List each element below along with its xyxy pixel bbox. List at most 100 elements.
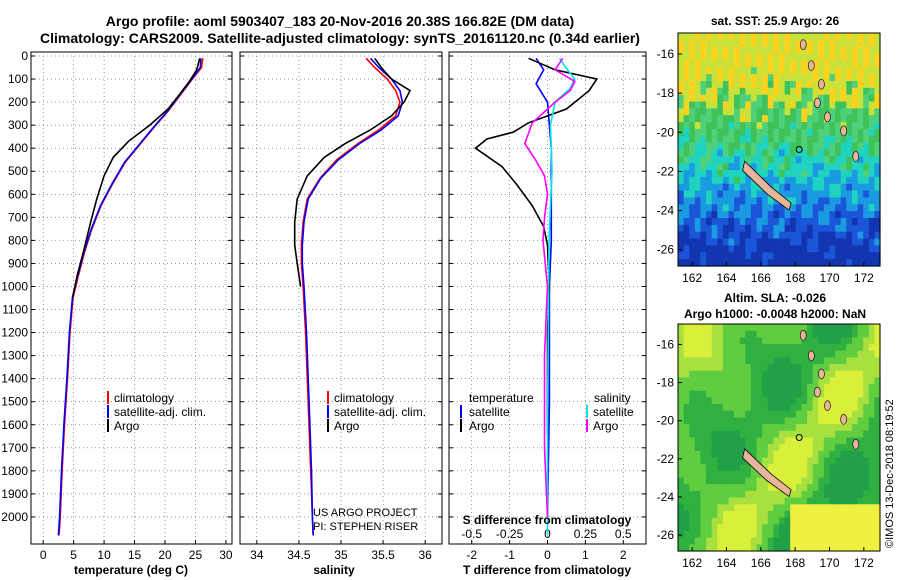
map-cell <box>779 149 786 157</box>
map-cell <box>863 490 870 499</box>
map-cell <box>689 176 696 185</box>
map-cell <box>728 224 735 233</box>
map-cell <box>835 364 842 372</box>
map-cell <box>706 101 713 109</box>
map-cell <box>840 176 847 185</box>
map-cell <box>790 364 797 372</box>
map-cell <box>739 149 746 157</box>
map-cell <box>694 197 701 205</box>
map-cell <box>745 108 752 116</box>
map-cell <box>767 149 774 157</box>
map-cell <box>678 170 685 178</box>
map-cell <box>840 60 847 68</box>
map-cell <box>857 324 864 332</box>
map-cell <box>840 364 847 372</box>
map-cell <box>840 115 847 123</box>
map-cell <box>745 524 752 532</box>
map-cell <box>790 39 797 48</box>
map-cell <box>835 457 842 465</box>
map-cell <box>795 344 802 352</box>
map-cell <box>840 39 847 48</box>
map-cell <box>689 490 696 499</box>
map-cell <box>818 404 825 412</box>
map-cell <box>678 176 685 185</box>
map-cell <box>706 384 713 392</box>
map-cell <box>750 39 758 48</box>
map-cell <box>700 211 707 219</box>
map-cell <box>823 101 831 109</box>
map-cell <box>678 524 685 532</box>
map-cell <box>795 74 802 82</box>
map-cell <box>795 324 802 332</box>
ytick-label: 2000 <box>1 510 28 524</box>
lat-tick-label: -26 <box>657 528 675 542</box>
map-cell <box>795 384 802 392</box>
map-cell <box>857 128 864 137</box>
map-cell <box>829 74 836 82</box>
map-cell <box>874 384 881 392</box>
map-cell <box>689 410 696 419</box>
map-cell <box>734 537 741 545</box>
map-cell <box>762 156 769 164</box>
map-cell <box>784 142 791 151</box>
map-cell <box>835 67 842 75</box>
map-cell <box>795 517 802 525</box>
ytick-label: 1100 <box>2 303 28 317</box>
map-cell <box>857 410 864 419</box>
map-cell <box>739 370 746 378</box>
map-cell <box>863 163 870 171</box>
map-cell <box>863 197 870 205</box>
map-cell <box>829 60 836 68</box>
map-cell <box>706 464 713 472</box>
map-cell <box>722 94 730 103</box>
map-cell <box>767 397 774 405</box>
map-cell <box>694 101 701 109</box>
map-cell <box>711 101 718 109</box>
map-cell <box>762 211 769 219</box>
lat-tick-label: -18 <box>657 86 675 100</box>
credit-line2: PI: STEPHEN RISER <box>313 521 418 533</box>
map-cell <box>678 497 685 505</box>
map-cell <box>795 477 802 485</box>
map-cell <box>846 94 853 103</box>
map-cell <box>868 364 875 372</box>
map-cell <box>801 33 808 41</box>
map-cell <box>756 135 763 144</box>
map-cell <box>711 344 718 352</box>
map-cell <box>823 176 831 185</box>
map-cell <box>868 259 875 267</box>
map-cell <box>700 470 707 479</box>
map-cell <box>874 344 881 352</box>
map-cell <box>784 87 791 96</box>
map-cell <box>823 544 831 552</box>
map-cell <box>874 517 881 525</box>
map-cell <box>722 39 730 48</box>
map-cell <box>711 497 718 505</box>
map-cell <box>767 437 774 445</box>
map-cell <box>863 122 870 130</box>
map-cell <box>745 67 752 75</box>
map-cell <box>717 464 724 472</box>
island <box>814 97 821 109</box>
map-cell <box>773 142 780 151</box>
ytick-label: 300 <box>8 118 28 132</box>
map-cell <box>807 231 814 240</box>
map-cell <box>756 484 763 492</box>
map-cell <box>857 377 864 385</box>
map-cell <box>823 450 831 459</box>
map-cell <box>745 437 752 445</box>
map-cell <box>807 477 814 485</box>
map-cell <box>711 337 718 345</box>
map-cell <box>756 94 763 103</box>
map-cell <box>795 377 802 385</box>
map-cell <box>734 417 741 425</box>
map-cell <box>801 417 808 425</box>
map-cell <box>857 477 864 485</box>
map-cell <box>863 60 870 68</box>
map-cell <box>846 74 853 82</box>
map-cell <box>823 531 831 539</box>
map-cell <box>835 410 842 419</box>
map-cell <box>750 497 758 505</box>
lon-tick-label: 170 <box>819 271 839 285</box>
map-cell <box>745 115 752 123</box>
